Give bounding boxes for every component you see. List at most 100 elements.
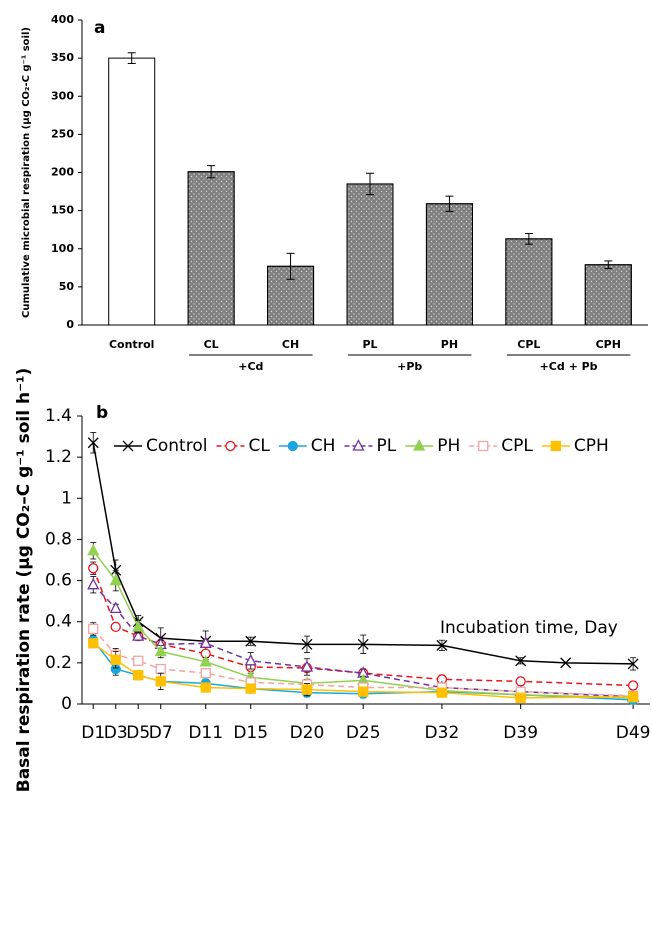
x-tick-label: D32	[425, 723, 460, 743]
marker	[200, 667, 211, 679]
marker	[122, 440, 134, 452]
marker	[413, 439, 426, 451]
bar-texture	[584, 264, 632, 326]
legend-item: CH	[278, 436, 336, 456]
legend-label: CL	[248, 436, 270, 456]
marker	[133, 670, 144, 681]
y-tick-label: 0.4	[45, 612, 72, 632]
marker	[436, 639, 448, 651]
x-tick-label: Control	[109, 338, 154, 351]
y-axis-title: Basal respiration rate (μg CO₂–C g⁻¹ soi…	[14, 368, 34, 793]
y-tick-label: 400	[51, 13, 74, 26]
legend-label: Control	[146, 436, 207, 456]
y-tick-label: 100	[51, 242, 74, 255]
y-axis-title: Cumulative microbial respiration (μg CO₂…	[21, 27, 32, 318]
marker	[560, 657, 572, 669]
x-tick-label: D49	[616, 723, 651, 743]
bar-texture	[346, 183, 394, 326]
marker	[199, 636, 212, 648]
marker	[88, 638, 99, 649]
y-tick-label: 0	[66, 318, 74, 331]
marker	[199, 654, 212, 667]
series-line	[92, 442, 634, 665]
marker	[88, 563, 99, 574]
marker	[132, 629, 145, 641]
y-tick-label: 300	[51, 89, 74, 102]
x-tick-label: D5	[126, 723, 150, 743]
marker	[627, 658, 639, 670]
marker	[352, 439, 365, 451]
y-tick-label: 1.2	[45, 447, 72, 467]
marker	[155, 676, 166, 687]
x-tick-label: D39	[503, 723, 538, 743]
marker	[245, 635, 257, 647]
marker	[300, 660, 314, 672]
marker	[301, 638, 313, 650]
marker	[358, 686, 369, 697]
x-tick-label: D7	[149, 723, 173, 743]
group-label: +Cd	[238, 360, 263, 373]
marker	[301, 684, 313, 695]
marker	[88, 623, 99, 635]
marker	[155, 663, 166, 675]
legend-label: PL	[376, 436, 396, 456]
legend-item: PL	[344, 436, 397, 456]
legend-item: CL	[216, 436, 270, 456]
marker	[287, 440, 298, 452]
panel-label: a	[94, 18, 105, 38]
legend-label: CPL	[501, 436, 533, 456]
x-tick-label: CPL	[517, 338, 540, 351]
y-tick-label: 200	[51, 166, 74, 179]
marker	[436, 687, 448, 698]
x-tick-label: PL	[362, 338, 377, 351]
marker	[550, 440, 561, 452]
bar-texture	[505, 238, 553, 326]
y-tick-label: 0	[61, 694, 72, 714]
legend-label: PH	[437, 436, 460, 456]
x-tick-label: CPH	[596, 338, 621, 351]
marker	[154, 644, 167, 657]
marker	[109, 573, 122, 586]
legend: Control CL CH PL PH CPL CPH	[114, 436, 609, 456]
group-label: +Pb	[397, 360, 422, 373]
marker	[133, 655, 144, 666]
marker	[515, 676, 526, 687]
legend-item: Control	[114, 436, 207, 456]
legend-item: CPL	[469, 436, 533, 456]
legend-item: CPH	[541, 436, 609, 456]
x-tick-label: CH	[282, 338, 299, 351]
x-tick-label: D15	[233, 723, 268, 743]
bar-texture	[425, 203, 473, 326]
marker	[357, 638, 369, 650]
legend-label: CH	[311, 436, 336, 456]
marker	[132, 619, 145, 632]
x-tick-label: D11	[188, 723, 223, 743]
marker	[87, 543, 100, 556]
x-tick-label: D3	[104, 723, 128, 743]
legend-item: PH	[405, 436, 460, 456]
legend-label: CPH	[574, 436, 609, 456]
marker	[244, 653, 257, 666]
group-label: +Cd + Pb	[540, 360, 598, 373]
marker	[225, 440, 236, 452]
bar	[108, 57, 156, 326]
x-tick-label: PH	[441, 338, 458, 351]
y-tick-label: 50	[59, 280, 75, 293]
marker	[87, 437, 99, 449]
marker	[109, 601, 122, 613]
y-tick-label: 0.8	[45, 529, 72, 549]
marker	[515, 692, 526, 703]
marker	[200, 682, 211, 693]
marker	[515, 655, 527, 667]
y-tick-label: 1	[61, 488, 72, 508]
y-tick-label: 0.2	[45, 653, 72, 673]
x-tick-label: D20	[290, 723, 325, 743]
bar-texture	[187, 171, 235, 326]
y-tick-label: 0.6	[45, 571, 72, 591]
y-tick-label: 1.4	[45, 406, 72, 426]
y-tick-label: 150	[51, 204, 74, 217]
panel-label: b	[96, 403, 108, 423]
annotation: Incubation time, Day	[440, 618, 618, 638]
